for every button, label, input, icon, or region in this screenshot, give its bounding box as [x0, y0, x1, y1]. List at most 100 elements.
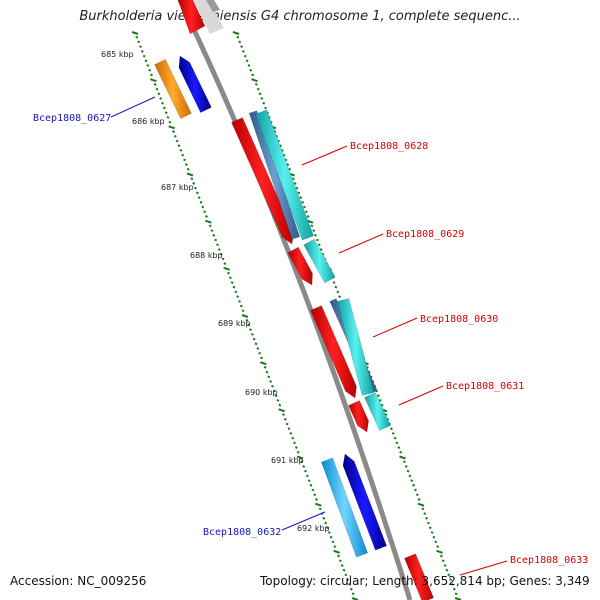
tick-mark: [333, 545, 337, 549]
tick-mark: [434, 540, 438, 544]
tick-mark: [203, 210, 207, 214]
tick-mark: [150, 73, 153, 77]
tick-mark: [282, 413, 285, 416]
tick-mark: [284, 158, 288, 162]
tick-mark: [201, 205, 205, 209]
tick-mark: [168, 125, 175, 130]
tick-mark: [399, 455, 406, 460]
tick-mark: [326, 526, 329, 530]
tick-mark: [338, 295, 342, 299]
tick-mark: [173, 134, 177, 138]
tick-mark: [247, 323, 251, 327]
tick-mark: [263, 365, 267, 369]
tick-mark: [430, 531, 434, 534]
cds-bcep1808-0630: [310, 305, 357, 399]
tick-mark: [291, 436, 295, 440]
tick-mark: [349, 587, 353, 591]
tick-mark: [288, 167, 292, 171]
tick-mark: [140, 49, 144, 53]
tick-mark: [439, 554, 443, 558]
tick-mark: [333, 549, 340, 554]
gene-label-bcep1808-0630[interactable]: Bcep1808_0630: [420, 314, 498, 325]
tick-mark: [179, 149, 183, 152]
tick-mark: [214, 238, 218, 242]
tick-mark: [269, 380, 273, 383]
tick-mark: [139, 45, 142, 49]
tick-mark: [315, 238, 319, 242]
tick-mark: [131, 31, 139, 35]
tick-mark: [251, 73, 255, 77]
tick-mark: [271, 384, 274, 388]
tick-mark: [285, 422, 289, 426]
tick-mark: [307, 479, 311, 482]
tick-label: 689 kbp: [218, 319, 251, 328]
tick-mark: [264, 106, 268, 110]
tick-mark: [240, 45, 243, 49]
tick-mark: [303, 205, 306, 209]
tick-mark: [432, 535, 436, 539]
tick-mark: [337, 554, 340, 558]
tick-mark: [274, 394, 278, 398]
tick-mark: [338, 559, 342, 563]
tick-mark: [181, 153, 185, 157]
tick-mark: [192, 182, 196, 185]
tick-mark: [306, 215, 310, 218]
tick-mark: [315, 498, 318, 501]
tick-label: 686 kbp: [132, 117, 165, 126]
tick-mark: [153, 82, 157, 86]
tick-mark: [272, 389, 276, 393]
tick-mark: [351, 592, 355, 596]
tick-mark: [414, 488, 417, 492]
tick-mark: [155, 87, 159, 91]
tick-mark: [161, 101, 164, 105]
tick-mark: [162, 106, 166, 110]
tick-mark: [389, 427, 393, 431]
tick-mark: [265, 370, 269, 374]
tick-label: 690 kbp: [245, 388, 278, 397]
tick-mark: [332, 281, 336, 284]
tick-mark: [254, 82, 258, 86]
tick-mark: [278, 408, 285, 413]
gene-label-bcep1808-0632[interactable]: Bcep1808_0632: [203, 527, 281, 538]
tick-mark: [417, 498, 421, 501]
misc-feature-sky: [321, 457, 368, 558]
gene-leader-line: [338, 233, 384, 254]
tick-mark: [289, 432, 293, 435]
gene-leader-line: [372, 317, 418, 338]
tick-mark: [378, 399, 382, 402]
tick-mark: [146, 64, 150, 67]
tick-mark: [283, 417, 287, 421]
tick-mark: [304, 210, 308, 214]
tick-mark: [436, 549, 443, 554]
tick-mark: [236, 35, 240, 39]
tick-mark: [377, 394, 380, 398]
tick-mark: [150, 78, 157, 83]
accession-label: Accession: NC_009256: [10, 574, 147, 588]
tick-mark: [295, 186, 299, 190]
tick-mark: [260, 361, 267, 366]
gene-label-bcep1808-0631[interactable]: Bcep1808_0631: [446, 381, 524, 392]
tick-mark: [397, 446, 401, 449]
tick-mark: [447, 573, 451, 577]
tick-labels: 685 kbp 686 kbp 687 kbp 688 kbp 689 kbp 690 k…: [101, 50, 330, 533]
gene-label-bcep1808-0627[interactable]: Bcep1808_0627: [33, 113, 111, 124]
tick-mark: [331, 540, 335, 544]
tick-mark: [336, 290, 340, 294]
tick-mark: [296, 450, 300, 454]
tick-mark: [260, 356, 263, 360]
tick-mark: [250, 332, 254, 336]
tick-mark: [208, 224, 212, 228]
gene-label-bcep1808-0633[interactable]: Bcep1808_0633: [510, 555, 588, 566]
tick-mark: [322, 516, 326, 520]
tick-label: 685 kbp: [101, 50, 134, 59]
gene-leader-line: [398, 385, 444, 406]
genome-summary: Topology: circular; Length: 3,652,814 bp…: [260, 574, 590, 588]
tick-mark: [135, 35, 139, 39]
gene-label-bcep1808-0628[interactable]: Bcep1808_0628: [350, 141, 428, 152]
tick-mark: [190, 177, 194, 181]
tick-mark: [410, 479, 414, 482]
tick-mark: [406, 469, 410, 473]
gene-label-bcep1808-0629[interactable]: Bcep1808_0629: [386, 229, 464, 240]
tick-mark: [380, 403, 384, 407]
tick-mark: [205, 219, 212, 224]
